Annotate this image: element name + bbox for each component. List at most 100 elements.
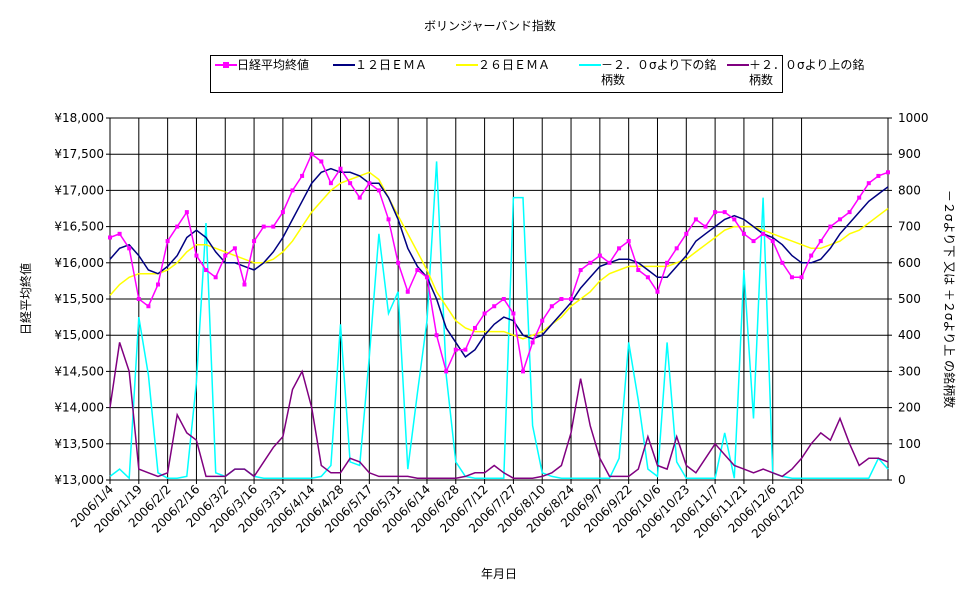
- marker: [290, 188, 295, 193]
- plot-border: [109, 117, 889, 481]
- marker: [617, 246, 622, 251]
- legend-label: －２．０σより下の銘柄数: [601, 58, 717, 87]
- marker: [242, 282, 247, 287]
- marker: [300, 173, 305, 178]
- chart-title: ボリンジャーバンド指数: [424, 18, 556, 33]
- marker: [569, 297, 574, 301]
- marker: [761, 231, 766, 236]
- marker: [684, 231, 689, 236]
- marker: [482, 311, 487, 316]
- legend-swatch: [215, 62, 237, 68]
- legend-label: 日経平均終値: [237, 58, 310, 72]
- legend-swatch: [456, 64, 478, 66]
- marker: [559, 297, 564, 301]
- y2-tick-label: 300: [898, 364, 921, 378]
- marker: [607, 260, 612, 265]
- marker: [876, 173, 881, 178]
- marker: [665, 260, 670, 265]
- marker: [828, 224, 833, 229]
- legend-item: １２日ＥＭＡ: [333, 58, 450, 90]
- marker: [232, 246, 237, 251]
- y2-tick-label: 900: [898, 147, 921, 161]
- marker: [751, 239, 756, 244]
- y2-tick-label: 400: [898, 328, 921, 342]
- legend-label: ２６日ＥＭＡ: [478, 58, 551, 72]
- marker: [501, 297, 506, 301]
- marker: [136, 297, 141, 301]
- marker: [434, 333, 439, 338]
- marker: [578, 268, 583, 273]
- marker: [204, 268, 209, 273]
- marker: [511, 311, 516, 316]
- legend-label: １２日ＥＭＡ: [355, 58, 428, 72]
- marker: [713, 210, 718, 215]
- series-line: [109, 171, 889, 340]
- marker: [866, 181, 871, 186]
- y2-tick-label: 0: [898, 473, 906, 487]
- marker: [837, 217, 842, 222]
- marker: [396, 260, 401, 265]
- y2-tick-label: 600: [898, 256, 921, 270]
- y-tick-label: ¥15,000: [54, 328, 104, 342]
- marker: [770, 239, 775, 244]
- marker: [741, 231, 746, 236]
- marker: [386, 217, 391, 222]
- marker: [655, 289, 660, 294]
- marker: [597, 253, 602, 258]
- marker: [348, 181, 353, 186]
- legend-item: 日経平均終値: [215, 58, 327, 90]
- marker: [367, 181, 372, 186]
- marker: [789, 275, 794, 280]
- marker: [626, 239, 631, 244]
- y-tick-label: ¥16,500: [54, 220, 104, 234]
- marker: [213, 275, 218, 280]
- y2-tick-label: 200: [898, 401, 921, 415]
- marker: [636, 268, 641, 273]
- marker: [156, 282, 161, 287]
- y-tick-label: ¥13,000: [54, 473, 104, 487]
- legend-marker: [223, 62, 229, 68]
- marker: [463, 347, 468, 352]
- marker: [194, 253, 199, 258]
- marker: [847, 210, 852, 215]
- legend-item: －２．０σより下の銘柄数: [579, 58, 721, 90]
- marker: [674, 246, 679, 251]
- marker: [799, 275, 804, 280]
- marker: [328, 181, 333, 186]
- marker: [424, 275, 429, 280]
- series-line: [109, 153, 889, 374]
- y2-axis-title: －２σより下 又は ＋２σより上 の銘柄数: [942, 190, 957, 408]
- marker: [453, 347, 458, 352]
- y2-tick-label: 100: [898, 437, 921, 451]
- marker: [357, 195, 362, 200]
- marker: [521, 369, 526, 374]
- legend-item: ２６日ＥＭＡ: [456, 58, 573, 90]
- marker: [309, 152, 314, 157]
- marker: [549, 304, 554, 309]
- y-tick-label: ¥16,000: [54, 256, 104, 270]
- y-tick-label: ¥15,500: [54, 292, 104, 306]
- marker: [252, 239, 257, 244]
- y-tick-label: ¥14,000: [54, 401, 104, 415]
- marker: [693, 217, 698, 222]
- marker: [645, 275, 650, 280]
- marker: [722, 210, 727, 215]
- marker: [492, 304, 497, 309]
- marker: [146, 304, 151, 309]
- y-tick-label: ¥13,500: [54, 437, 104, 451]
- marker: [165, 239, 170, 244]
- marker: [530, 340, 535, 345]
- y2-tick-label: 700: [898, 220, 921, 234]
- y-tick-label: ¥18,000: [54, 111, 104, 125]
- marker: [809, 253, 814, 258]
- marker: [405, 289, 410, 294]
- y-tick-label: ¥17,500: [54, 147, 104, 161]
- marker: [271, 224, 276, 229]
- marker: [108, 235, 112, 240]
- marker: [415, 268, 420, 273]
- marker: [472, 325, 477, 330]
- y2-tick-label: 1000: [898, 111, 929, 125]
- marker: [127, 246, 132, 251]
- marker: [886, 170, 890, 175]
